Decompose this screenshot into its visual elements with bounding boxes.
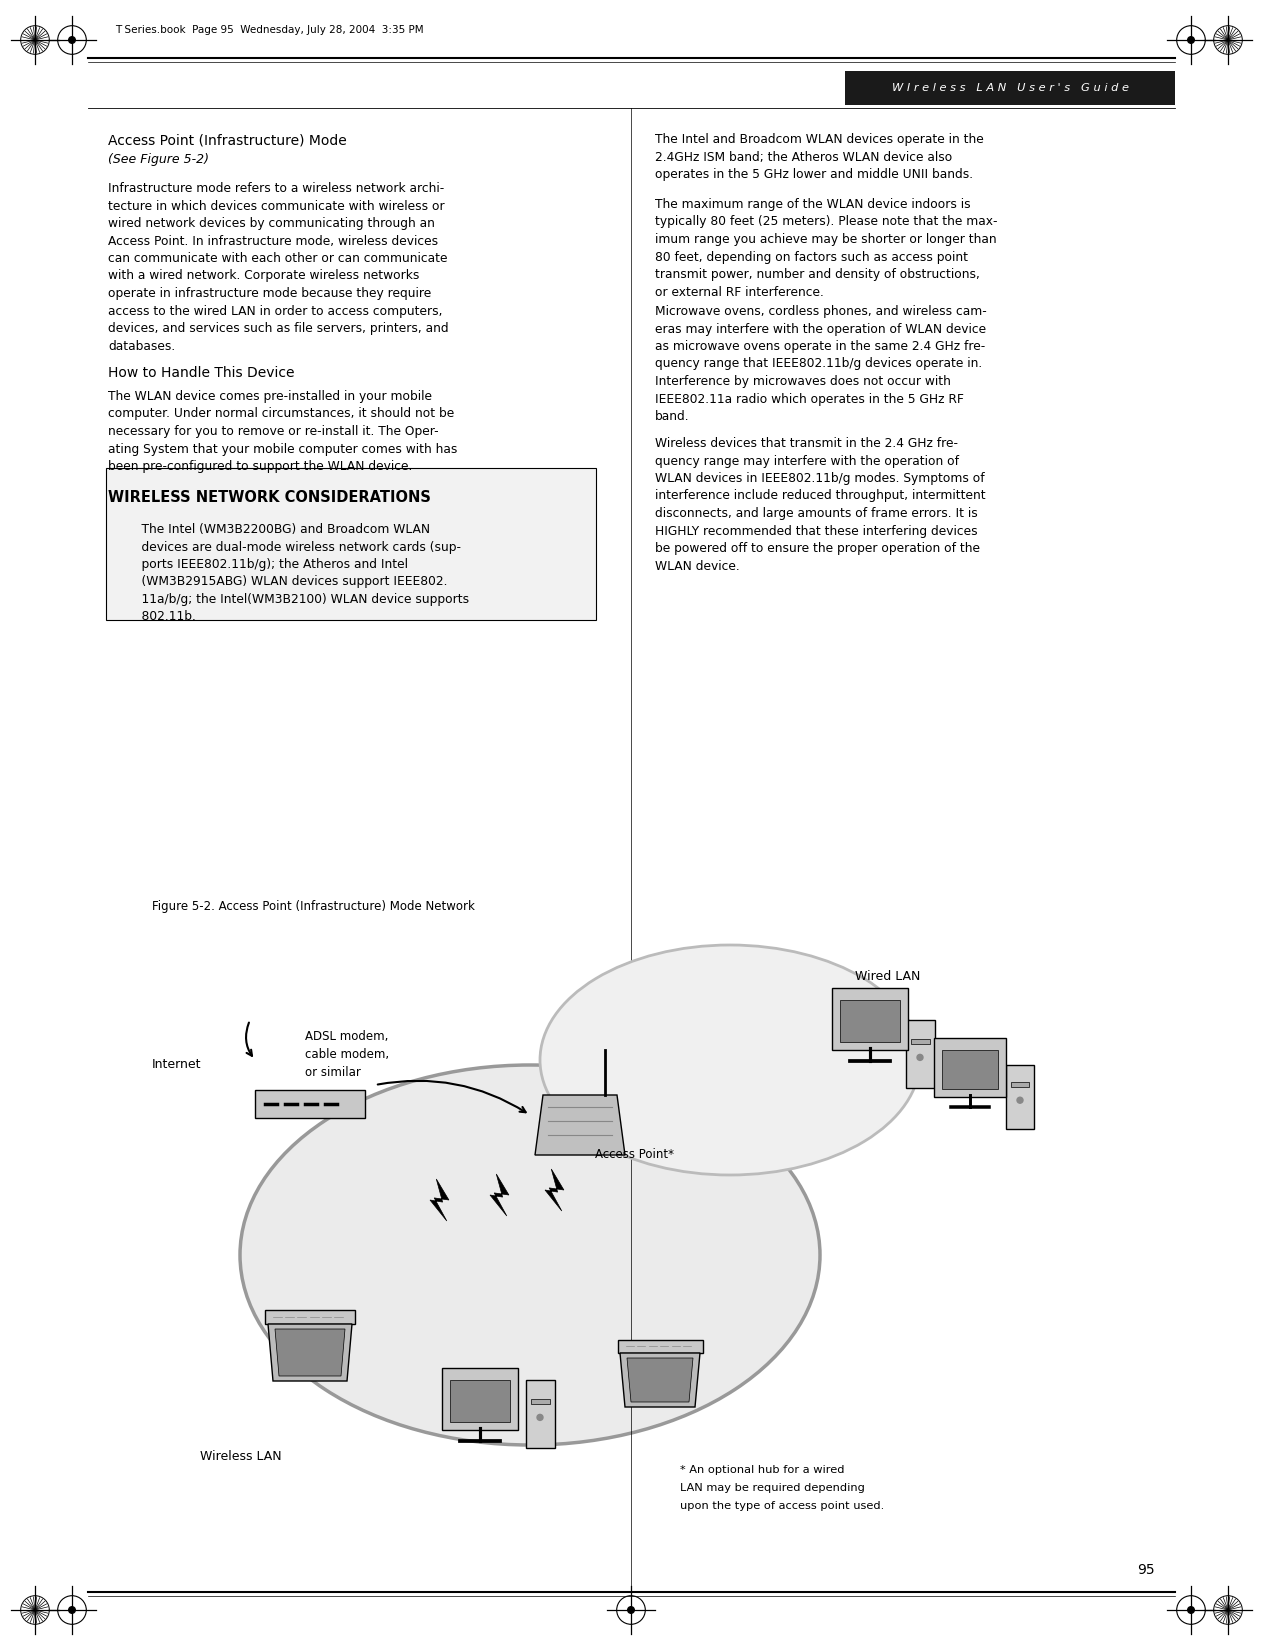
Text: 95: 95 <box>1138 1563 1154 1577</box>
Text: ADSL modem,: ADSL modem, <box>304 1030 389 1043</box>
Text: be powered off to ensure the proper operation of the: be powered off to ensure the proper oper… <box>655 541 980 554</box>
Text: typically 80 feet (25 meters). Please note that the max-: typically 80 feet (25 meters). Please no… <box>655 216 998 228</box>
FancyBboxPatch shape <box>442 1368 518 1431</box>
Text: Microwave ovens, cordless phones, and wireless cam-: Microwave ovens, cordless phones, and wi… <box>655 305 986 318</box>
Text: Internet: Internet <box>152 1059 202 1071</box>
Text: W I r e l e s s   L A N   U s e r ' s   G u i d e: W I r e l e s s L A N U s e r ' s G u i … <box>892 82 1129 92</box>
Polygon shape <box>626 1358 693 1402</box>
Text: can communicate with each other or can communicate: can communicate with each other or can c… <box>109 252 447 266</box>
FancyBboxPatch shape <box>935 1038 1007 1097</box>
Bar <box>525 1379 554 1449</box>
Text: with a wired network. Corporate wireless networks: with a wired network. Corporate wireless… <box>109 269 419 282</box>
Text: devices are dual-mode wireless network cards (sup-: devices are dual-mode wireless network c… <box>126 541 461 553</box>
Text: ating System that your mobile computer comes with has: ating System that your mobile computer c… <box>109 442 457 455</box>
Circle shape <box>68 36 76 43</box>
Text: (See Figure 5-2): (See Figure 5-2) <box>109 153 208 167</box>
Circle shape <box>917 1054 923 1061</box>
Text: The Intel and Broadcom WLAN devices operate in the: The Intel and Broadcom WLAN devices oper… <box>655 134 984 145</box>
Text: Wireless devices that transmit in the 2.4 GHz fre-: Wireless devices that transmit in the 2.… <box>655 437 959 450</box>
Polygon shape <box>268 1323 352 1381</box>
Text: transmit power, number and density of obstructions,: transmit power, number and density of ob… <box>655 267 980 280</box>
Text: operates in the 5 GHz lower and middle UNII bands.: operates in the 5 GHz lower and middle U… <box>655 168 973 182</box>
Text: devices, and services such as file servers, printers, and: devices, and services such as file serve… <box>109 322 448 335</box>
Text: Access Point. In infrastructure mode, wireless devices: Access Point. In infrastructure mode, wi… <box>109 234 438 248</box>
Text: WIRELESS NETWORK CONSIDERATIONS: WIRELESS NETWORK CONSIDERATIONS <box>109 490 431 505</box>
Text: T Series.book  Page 95  Wednesday, July 28, 2004  3:35 PM: T Series.book Page 95 Wednesday, July 28… <box>115 25 423 35</box>
Polygon shape <box>429 1180 448 1221</box>
Text: quency range may interfere with the operation of: quency range may interfere with the oper… <box>655 454 959 467</box>
Text: cable modem,: cable modem, <box>304 1048 389 1061</box>
Text: The WLAN device comes pre-installed in your mobile: The WLAN device comes pre-installed in y… <box>109 389 432 403</box>
Bar <box>840 1000 901 1043</box>
Text: tecture in which devices communicate with wireless or: tecture in which devices communicate wit… <box>109 200 445 213</box>
Text: Access Point (Infrastructure) Mode: Access Point (Infrastructure) Mode <box>109 134 347 147</box>
Bar <box>942 1049 998 1089</box>
Text: Wired LAN: Wired LAN <box>855 970 921 983</box>
Text: wired network devices by communicating through an: wired network devices by communicating t… <box>109 218 434 229</box>
Circle shape <box>537 1414 543 1421</box>
Text: The maximum range of the WLAN device indoors is: The maximum range of the WLAN device ind… <box>655 198 971 211</box>
Circle shape <box>1017 1097 1023 1104</box>
Text: How to Handle This Device: How to Handle This Device <box>109 366 294 380</box>
Text: access to the wired LAN in order to access computers,: access to the wired LAN in order to acce… <box>109 305 442 317</box>
Polygon shape <box>275 1328 345 1376</box>
Text: quency range that IEEE802.11b/g devices operate in.: quency range that IEEE802.11b/g devices … <box>655 358 983 371</box>
Text: 802.11b.: 802.11b. <box>126 610 196 624</box>
Circle shape <box>68 1607 76 1614</box>
Bar <box>450 1379 510 1422</box>
Text: Figure 5-2. Access Point (Infrastructure) Mode Network: Figure 5-2. Access Point (Infrastructure… <box>152 899 475 912</box>
Text: 80 feet, depending on factors such as access point: 80 feet, depending on factors such as ac… <box>655 251 967 264</box>
Text: necessary for you to remove or re-install it. The Oper-: necessary for you to remove or re-instal… <box>109 426 438 437</box>
Text: The Intel (WM3B2200BG) and Broadcom WLAN: The Intel (WM3B2200BG) and Broadcom WLAN <box>126 523 431 536</box>
Circle shape <box>1187 36 1195 43</box>
Text: disconnects, and large amounts of frame errors. It is: disconnects, and large amounts of frame … <box>655 507 978 520</box>
Text: LAN may be required depending: LAN may be required depending <box>679 1483 865 1493</box>
Bar <box>1007 1064 1034 1129</box>
Text: HIGHLY recommended that these interfering devices: HIGHLY recommended that these interferin… <box>655 525 978 538</box>
Text: Wireless LAN: Wireless LAN <box>200 1450 282 1464</box>
Text: operate in infrastructure mode because they require: operate in infrastructure mode because t… <box>109 287 431 300</box>
FancyBboxPatch shape <box>106 469 596 620</box>
Bar <box>618 1340 703 1353</box>
Text: databases.: databases. <box>109 340 176 353</box>
Text: or similar: or similar <box>304 1066 361 1079</box>
Polygon shape <box>546 1168 563 1211</box>
Bar <box>255 1091 365 1119</box>
Text: upon the type of access point used.: upon the type of access point used. <box>679 1502 884 1511</box>
Text: band.: band. <box>655 409 690 422</box>
Text: imum range you achieve may be shorter or longer than: imum range you achieve may be shorter or… <box>655 233 997 246</box>
Bar <box>911 1040 930 1044</box>
Text: IEEE802.11a radio which operates in the 5 GHz RF: IEEE802.11a radio which operates in the … <box>655 393 964 406</box>
Bar <box>530 1399 549 1404</box>
Bar <box>906 1020 935 1087</box>
Bar <box>1010 1082 1029 1087</box>
Text: computer. Under normal circumstances, it should not be: computer. Under normal circumstances, it… <box>109 408 455 421</box>
Text: Infrastructure mode refers to a wireless network archi-: Infrastructure mode refers to a wireless… <box>109 182 445 195</box>
Text: or external RF interference.: or external RF interference. <box>655 285 823 299</box>
Polygon shape <box>620 1353 700 1407</box>
Text: as microwave ovens operate in the same 2.4 GHz fre-: as microwave ovens operate in the same 2… <box>655 340 985 353</box>
Text: * An optional hub for a wired: * An optional hub for a wired <box>679 1465 845 1475</box>
Polygon shape <box>490 1175 509 1216</box>
Text: been pre-configured to support the WLAN device.: been pre-configured to support the WLAN … <box>109 460 413 474</box>
Ellipse shape <box>541 945 919 1175</box>
Text: 11a/b/g; the Intel(WM3B2100) WLAN device supports: 11a/b/g; the Intel(WM3B2100) WLAN device… <box>126 592 469 606</box>
Ellipse shape <box>240 1064 820 1445</box>
FancyBboxPatch shape <box>832 988 908 1049</box>
Text: (WM3B2915ABG) WLAN devices support IEEE802.: (WM3B2915ABG) WLAN devices support IEEE8… <box>126 576 447 589</box>
Text: interference include reduced throughput, intermittent: interference include reduced throughput,… <box>655 490 985 503</box>
Text: WLAN devices in IEEE802.11b/g modes. Symptoms of: WLAN devices in IEEE802.11b/g modes. Sym… <box>655 472 985 485</box>
Text: Interference by microwaves does not occur with: Interference by microwaves does not occu… <box>655 375 951 388</box>
Text: Access Point*: Access Point* <box>595 1148 674 1162</box>
Polygon shape <box>536 1096 625 1155</box>
Text: WLAN device.: WLAN device. <box>655 559 740 573</box>
Text: eras may interfere with the operation of WLAN device: eras may interfere with the operation of… <box>655 322 986 335</box>
Text: ports IEEE802.11b/g); the Atheros and Intel: ports IEEE802.11b/g); the Atheros and In… <box>126 558 408 571</box>
Circle shape <box>628 1607 634 1614</box>
Bar <box>845 71 1175 106</box>
Bar <box>265 1310 355 1323</box>
Circle shape <box>1187 1607 1195 1614</box>
Text: 2.4GHz ISM band; the Atheros WLAN device also: 2.4GHz ISM band; the Atheros WLAN device… <box>655 150 952 163</box>
